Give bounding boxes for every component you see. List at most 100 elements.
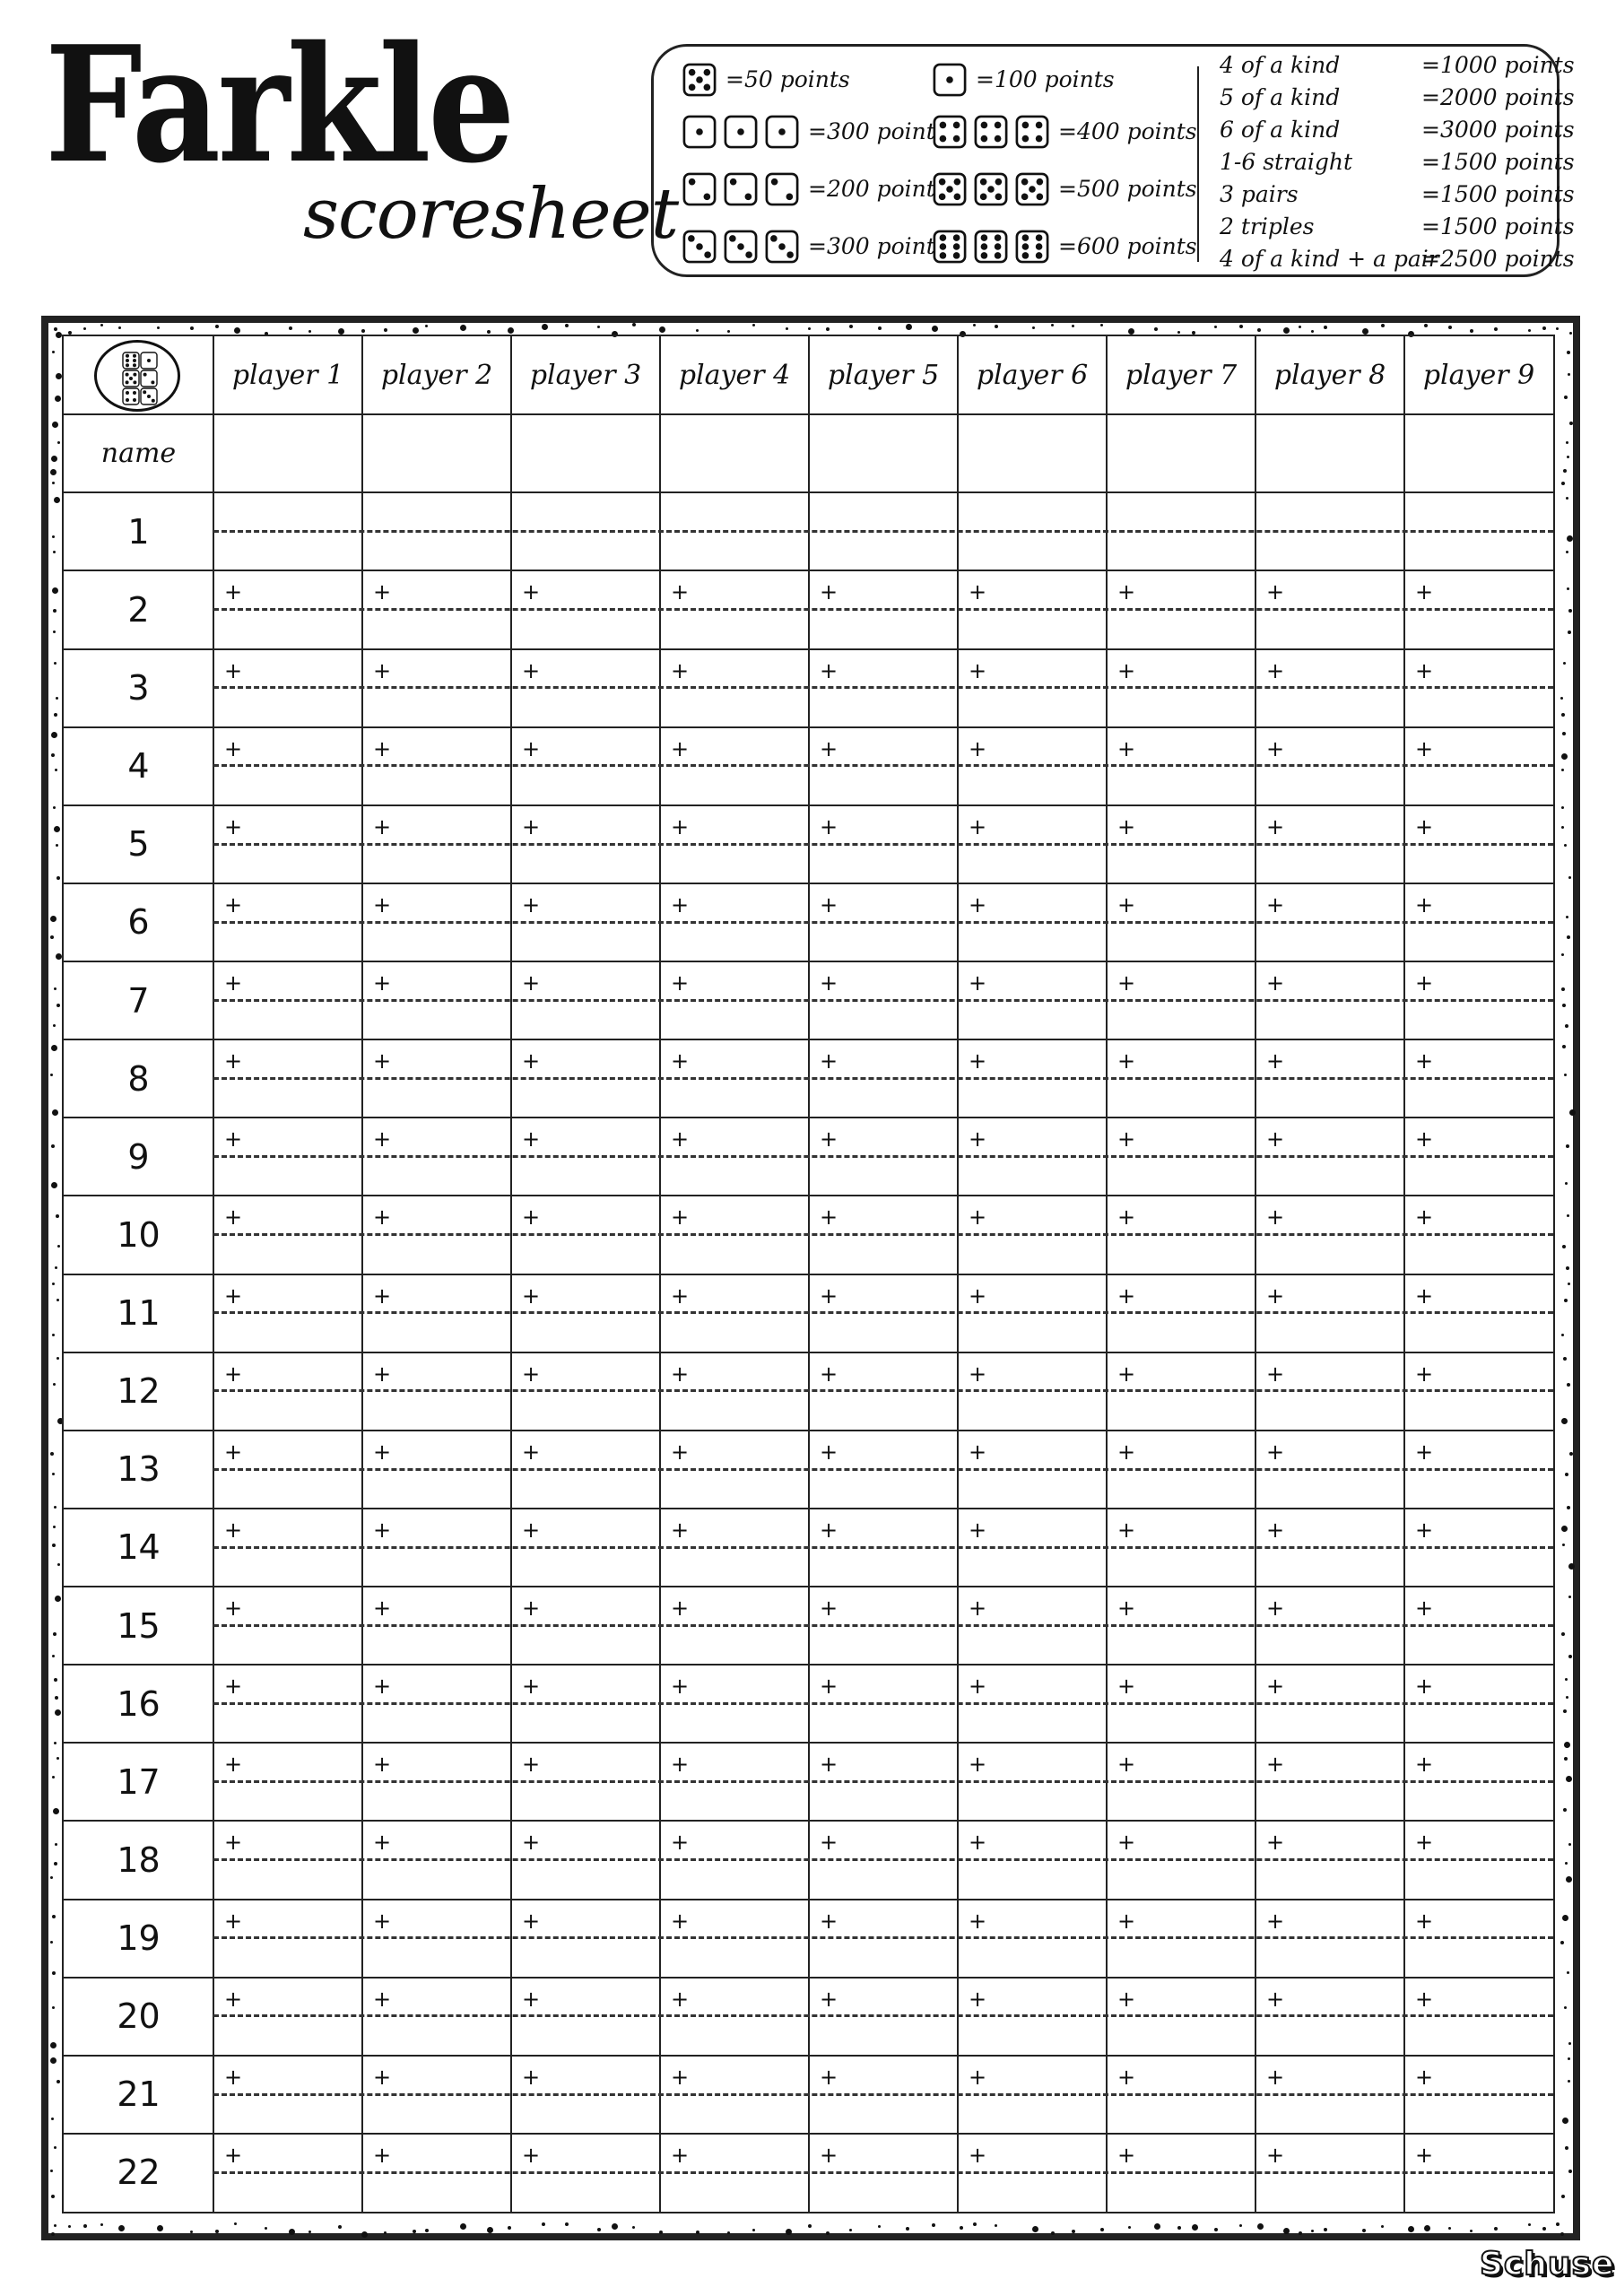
score-cell[interactable]: + [1107, 1587, 1255, 1665]
score-cell[interactable]: + [1404, 1039, 1553, 1118]
score-cell[interactable]: + [958, 1900, 1107, 1978]
score-cell[interactable] [1404, 492, 1553, 570]
score-cell[interactable]: + [362, 883, 511, 961]
score-cell[interactable]: + [958, 727, 1107, 805]
score-cell[interactable]: + [1404, 1352, 1553, 1431]
score-cell[interactable]: + [1255, 2056, 1404, 2134]
score-cell[interactable]: + [1107, 727, 1255, 805]
score-cell[interactable]: + [1404, 1196, 1553, 1274]
score-cell[interactable]: + [511, 2056, 660, 2134]
score-cell[interactable]: + [660, 1274, 809, 1352]
score-cell[interactable]: + [1404, 1743, 1553, 1821]
score-cell[interactable]: + [511, 1274, 660, 1352]
score-cell[interactable]: + [511, 1821, 660, 1899]
score-cell[interactable]: + [362, 1352, 511, 1431]
score-cell[interactable]: + [1404, 2134, 1553, 2212]
score-cell[interactable]: + [1255, 1821, 1404, 1899]
score-cell[interactable]: + [958, 1587, 1107, 1665]
score-cell[interactable]: + [511, 1196, 660, 1274]
score-cell[interactable] [1107, 492, 1255, 570]
score-cell[interactable]: + [660, 805, 809, 883]
score-cell[interactable]: + [511, 883, 660, 961]
score-cell[interactable]: + [1107, 649, 1255, 727]
score-cell[interactable]: + [1404, 1274, 1553, 1352]
score-cell[interactable]: + [213, 1196, 362, 1274]
score-cell[interactable]: + [958, 1274, 1107, 1352]
score-cell[interactable]: + [809, 1821, 958, 1899]
score-cell[interactable]: + [809, 1587, 958, 1665]
score-cell[interactable]: + [809, 961, 958, 1039]
score-cell[interactable]: + [213, 2134, 362, 2212]
score-cell[interactable] [1255, 492, 1404, 570]
score-cell[interactable]: + [958, 1118, 1107, 1196]
score-cell[interactable]: + [809, 2134, 958, 2212]
score-cell[interactable]: + [809, 1509, 958, 1587]
score-cell[interactable]: + [1404, 2056, 1553, 2134]
score-cell[interactable]: + [213, 2056, 362, 2134]
score-cell[interactable]: + [362, 1665, 511, 1743]
score-cell[interactable]: + [511, 1509, 660, 1587]
score-cell[interactable]: + [511, 961, 660, 1039]
score-cell[interactable]: + [1107, 1743, 1255, 1821]
score-cell[interactable]: + [362, 570, 511, 648]
player-name-field[interactable] [1255, 414, 1404, 492]
score-cell[interactable]: + [1404, 1587, 1553, 1665]
score-cell[interactable]: + [958, 2056, 1107, 2134]
score-cell[interactable]: + [1255, 1118, 1404, 1196]
score-cell[interactable]: + [809, 649, 958, 727]
score-cell[interactable]: + [213, 883, 362, 961]
score-cell[interactable] [511, 492, 660, 570]
score-cell[interactable]: + [660, 1352, 809, 1431]
score-cell[interactable]: + [660, 1743, 809, 1821]
score-cell[interactable]: + [213, 570, 362, 648]
score-cell[interactable]: + [362, 649, 511, 727]
score-cell[interactable]: + [1255, 883, 1404, 961]
score-cell[interactable]: + [1107, 1978, 1255, 2056]
score-cell[interactable] [809, 492, 958, 570]
score-cell[interactable]: + [1404, 805, 1553, 883]
score-cell[interactable]: + [1107, 1821, 1255, 1899]
score-cell[interactable]: + [958, 883, 1107, 961]
score-cell[interactable]: + [362, 2134, 511, 2212]
score-cell[interactable]: + [511, 1900, 660, 1978]
score-cell[interactable]: + [1404, 1978, 1553, 2056]
score-cell[interactable]: + [809, 805, 958, 883]
score-cell[interactable]: + [660, 1900, 809, 1978]
score-cell[interactable]: + [213, 1821, 362, 1899]
score-cell[interactable]: + [809, 1352, 958, 1431]
score-cell[interactable]: + [1404, 961, 1553, 1039]
score-cell[interactable]: + [213, 1978, 362, 2056]
score-cell[interactable]: + [809, 883, 958, 961]
score-cell[interactable]: + [1255, 570, 1404, 648]
score-cell[interactable]: + [660, 727, 809, 805]
score-cell[interactable]: + [362, 1821, 511, 1899]
score-cell[interactable]: + [362, 1509, 511, 1587]
score-cell[interactable]: + [660, 570, 809, 648]
score-cell[interactable]: + [1255, 727, 1404, 805]
score-cell[interactable]: + [1107, 805, 1255, 883]
score-cell[interactable]: + [958, 1352, 1107, 1431]
score-cell[interactable]: + [1107, 961, 1255, 1039]
score-cell[interactable]: + [660, 1196, 809, 1274]
score-cell[interactable] [958, 492, 1107, 570]
score-cell[interactable]: + [1255, 1196, 1404, 1274]
score-cell[interactable]: + [362, 727, 511, 805]
player-name-field[interactable] [958, 414, 1107, 492]
score-cell[interactable]: + [362, 1900, 511, 1978]
score-cell[interactable]: + [1107, 570, 1255, 648]
score-cell[interactable]: + [1107, 883, 1255, 961]
score-cell[interactable]: + [511, 1665, 660, 1743]
score-cell[interactable]: + [1107, 1352, 1255, 1431]
score-cell[interactable]: + [1107, 1118, 1255, 1196]
score-cell[interactable]: + [1404, 649, 1553, 727]
score-cell[interactable]: + [213, 1039, 362, 1118]
score-cell[interactable]: + [809, 1039, 958, 1118]
score-cell[interactable]: + [809, 1431, 958, 1509]
score-cell[interactable]: + [660, 1509, 809, 1587]
score-cell[interactable]: + [511, 1431, 660, 1509]
score-cell[interactable]: + [1107, 1509, 1255, 1587]
score-cell[interactable]: + [1255, 961, 1404, 1039]
score-cell[interactable]: + [213, 1118, 362, 1196]
score-cell[interactable]: + [362, 1978, 511, 2056]
score-cell[interactable]: + [511, 1978, 660, 2056]
